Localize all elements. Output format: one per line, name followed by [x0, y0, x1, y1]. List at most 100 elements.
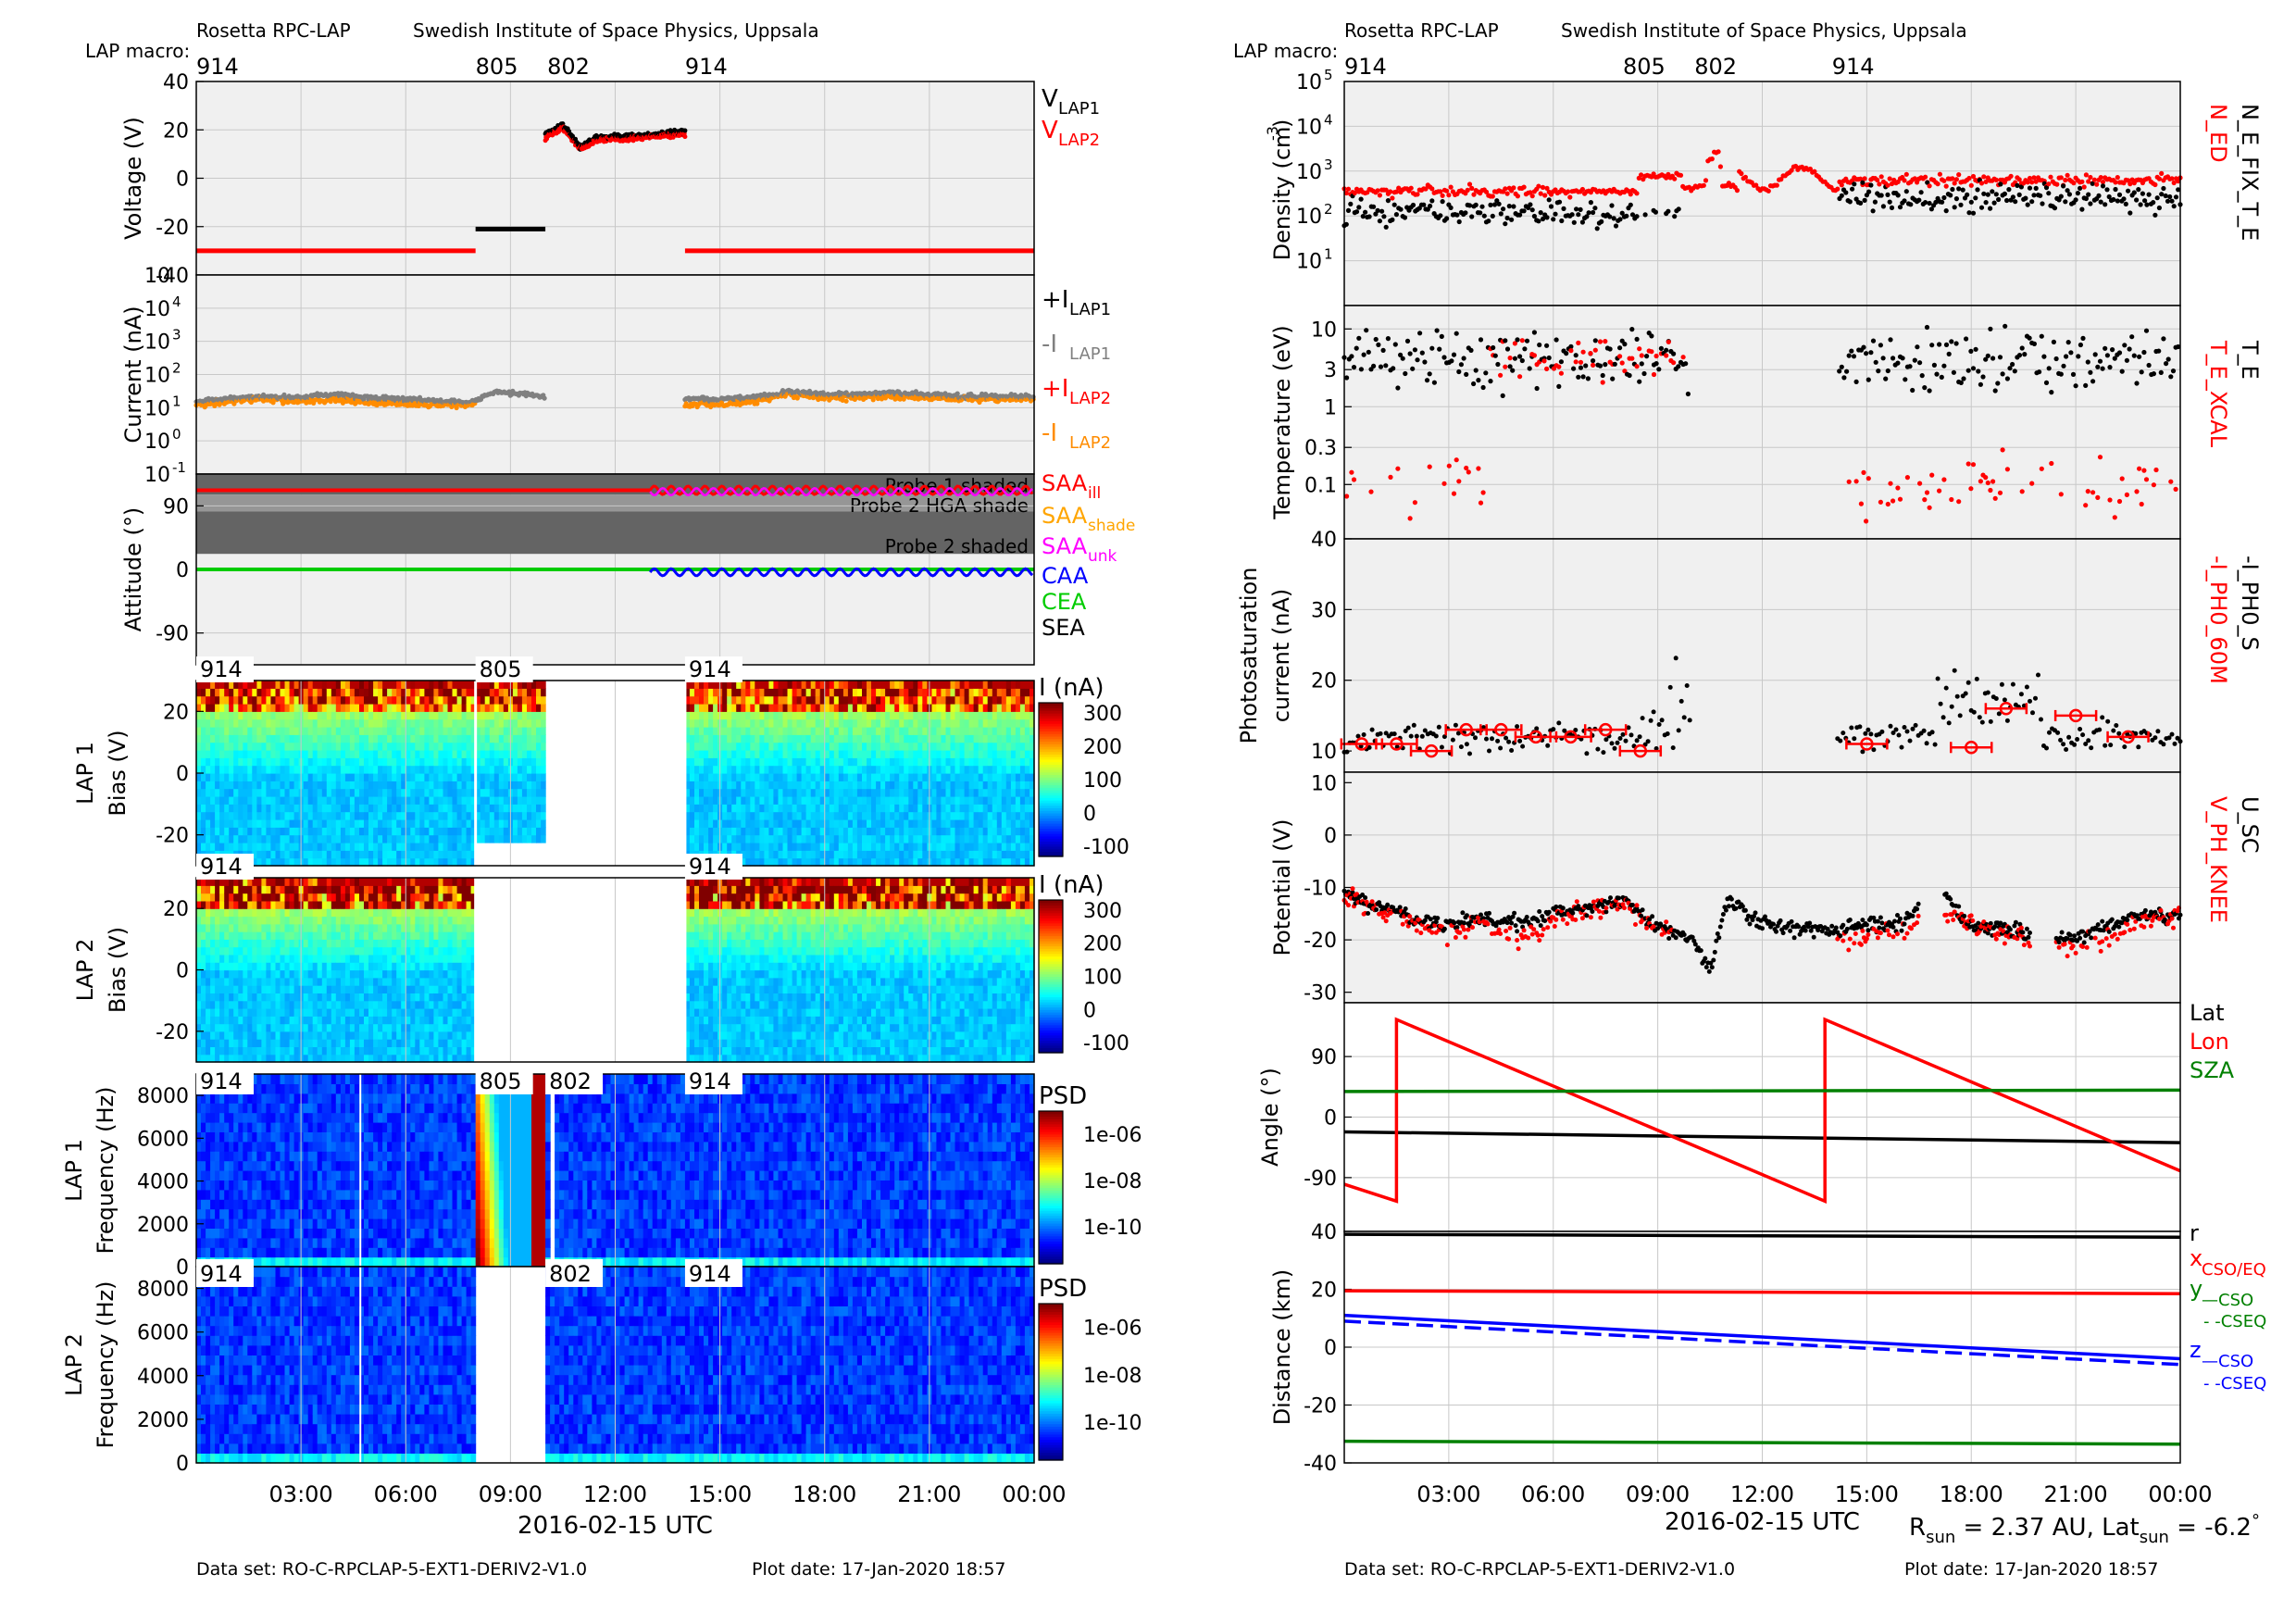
lap1bias-cell: [908, 727, 914, 735]
lap1bias-cell: [243, 704, 248, 712]
lap1bias-cell: [847, 742, 854, 751]
vlap1-point: [682, 128, 688, 133]
lap1bias-cell: [349, 681, 356, 689]
lap1bias-cell: [880, 773, 886, 781]
lap1bias-cell: [917, 765, 923, 774]
lap1bias-cell: [759, 827, 765, 836]
lap1bias-cell: [201, 834, 206, 843]
lap1bias-cell: [704, 827, 709, 836]
lap1bias-cell: [996, 757, 1003, 767]
lap1bias-cell: [950, 711, 956, 720]
lap1bias-cell: [689, 804, 695, 813]
lap1bias-cell: [429, 773, 434, 781]
lap1bias-cell: [842, 688, 849, 697]
lap1bias-cell: [503, 704, 509, 712]
lap1bias-cell: [321, 711, 328, 720]
lap1bias-cell: [293, 711, 300, 720]
lap1bias-cell: [247, 765, 253, 774]
lap1bias-cell: [517, 742, 523, 751]
lap1bias-cell: [973, 757, 980, 767]
lap1bias-cell: [722, 796, 728, 805]
lap1bias-cell: [512, 804, 518, 813]
lap1bias-cell: [493, 804, 500, 813]
lap1bias-cell: [335, 727, 342, 735]
lap1bias-cell: [871, 834, 877, 843]
lap1bias-cell: [899, 819, 905, 828]
lap1bias-cell: [847, 827, 854, 836]
lap1bias-cell: [243, 757, 248, 767]
lap1bias-cell: [307, 850, 314, 859]
lap1bias-cell: [815, 757, 821, 767]
lap1bias-cell: [368, 850, 374, 859]
lap1bias-cell: [364, 850, 369, 859]
lap1bias-cell: [349, 850, 356, 859]
lap1bias-cell: [992, 681, 998, 689]
lap1bias-cell: [876, 827, 881, 836]
lap1bias-cell: [867, 718, 872, 728]
lap1bias-cell: [293, 796, 300, 805]
lap1bias-cell: [541, 711, 546, 720]
lap1bias-cell: [689, 757, 695, 767]
lap1bias-cell: [713, 781, 718, 790]
left-header-right: Swedish Institute of Space Physics, Upps…: [413, 19, 819, 42]
lap1bias-cell: [247, 819, 253, 828]
lap1bias-cell: [387, 727, 393, 735]
ilap1-point: [542, 395, 547, 401]
lap1bias-cell: [768, 750, 774, 758]
lap1bias-cell: [922, 781, 928, 790]
lap1bias-cell: [527, 734, 532, 743]
lap1bias-cell: [694, 688, 700, 697]
lap1bias-cell: [321, 850, 328, 859]
current-ytick-base: 10: [144, 298, 170, 321]
lap1bias-cell: [489, 742, 495, 751]
lap1bias-cell: [862, 750, 867, 758]
lap1bias-cell: [270, 796, 276, 805]
current-legend-0: +I: [1042, 286, 1068, 314]
lap1bias-cell: [261, 711, 267, 720]
lap1bias-cell: [335, 718, 342, 728]
left-macro-1: 805: [476, 54, 518, 80]
lap1bias-cell: [899, 834, 905, 843]
lap1bias-cell: [824, 773, 830, 781]
lap1bias-cell: [415, 711, 420, 720]
lap1bias-cell: [443, 811, 449, 820]
lap1bias-cell: [745, 773, 751, 781]
lap1bias-cell: [842, 727, 849, 735]
lap1bias-cell: [229, 811, 234, 820]
lap1bias-cell: [321, 742, 328, 751]
lap1bias-cell: [805, 727, 812, 735]
lap1bias-cell: [856, 827, 863, 836]
lap1bias-cell: [452, 843, 458, 851]
lap1bias-cell: [908, 788, 914, 797]
lap1bias-cell: [768, 718, 774, 728]
lap1bias-cell: [266, 750, 271, 758]
lap1bias-cell: [931, 773, 937, 781]
lap1bias-cell: [289, 681, 295, 689]
lap1bias-cell: [959, 834, 966, 843]
lap1bias-cell: [778, 704, 784, 712]
lap1bias-cell: [968, 711, 975, 720]
lap1bias-cell: [880, 750, 886, 758]
lap1bias-cell: [493, 788, 500, 797]
lap1bias-cell: [396, 811, 402, 820]
lap1bias-cell: [317, 781, 323, 790]
lap1bias-cell: [713, 819, 718, 828]
lap1bias-cell: [964, 742, 970, 751]
lap1bias-cell: [736, 695, 742, 705]
lap1bias-cell: [503, 788, 509, 797]
lap1bias-cell: [284, 727, 291, 735]
lap1bias-cell: [317, 734, 323, 743]
lap1bias-cell: [978, 834, 984, 843]
lap1bias-cell: [284, 834, 291, 843]
lap1bias-cell: [512, 734, 518, 743]
lap1bias-cell: [727, 819, 732, 828]
lap1bias-cell: [731, 734, 737, 743]
lap1bias-cell: [871, 811, 877, 820]
lap1bias-cell: [931, 765, 937, 774]
lap1bias-cell: [392, 688, 397, 697]
lap1bias-cell: [541, 781, 546, 790]
lap1bias-cell: [996, 788, 1003, 797]
lap1bias-cell: [759, 834, 765, 843]
lap1bias-cell: [796, 681, 803, 689]
lap1bias-cell: [484, 742, 491, 751]
